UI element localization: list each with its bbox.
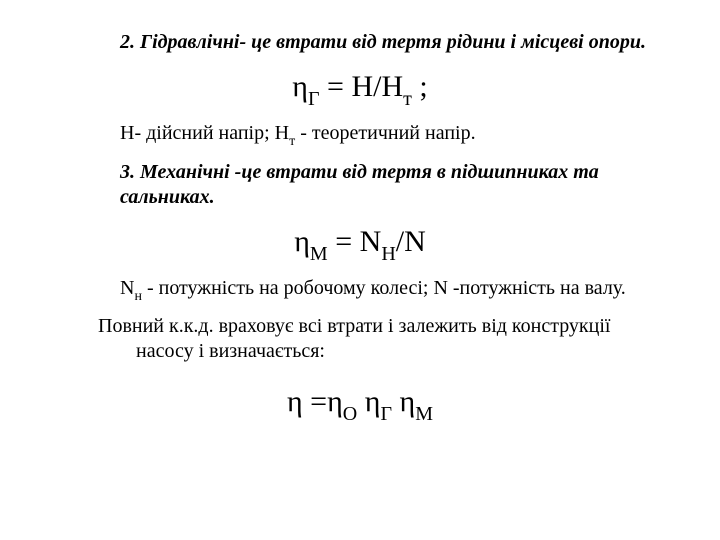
- formula-hydraulic: ηГ = H/Hт ;: [60, 69, 660, 109]
- def-sub-t: т: [289, 134, 295, 149]
- eta-sub-g2: Г: [380, 403, 392, 425]
- def-n: N: [120, 277, 134, 299]
- h-sub-t: т: [403, 88, 412, 110]
- full-efficiency-text: Повний к.к.д. враховує всі втрати і зале…: [98, 314, 660, 364]
- def-mid: - потужність на робочому колесі; N -поту…: [142, 277, 626, 299]
- formula-end: ;: [412, 70, 428, 103]
- eta-sub-m2: М: [415, 403, 433, 425]
- document-body: 2. Гідравлічні- це втрати від тертя ріди…: [60, 30, 660, 424]
- def-sub-n: н: [134, 289, 142, 304]
- eta-sub-m: М: [310, 243, 328, 265]
- sp1: [357, 385, 365, 418]
- eta2: η: [365, 385, 381, 418]
- eta-symbol-m: η: [294, 225, 310, 258]
- formula-mechanical: ηМ = NH/N: [60, 224, 660, 264]
- eta-sub-o: О: [343, 403, 357, 425]
- definition-mechanical: Nн - потужність на робочому колесі; N -п…: [120, 276, 660, 305]
- formula-eq-m: = N: [328, 225, 382, 258]
- eta3: η: [400, 385, 416, 418]
- sp2: [392, 385, 400, 418]
- section-2-title: 2. Гідравлічні- це втрати від тертя ріди…: [120, 30, 660, 55]
- formula-eq: = H/H: [320, 70, 404, 103]
- n-sub-h: H: [381, 243, 395, 265]
- def-text-2: - теоретичний напір.: [295, 122, 475, 144]
- eta-symbol: η: [292, 70, 308, 103]
- formula-full-efficiency: η =ηО ηГ ηМ: [60, 384, 660, 424]
- eta-sub-g: Г: [308, 88, 320, 110]
- section-3-title: 3. Механічні -це втрати від тертя в підш…: [120, 160, 660, 210]
- definition-hydraulic: H- дійсний напір; Hт - теоретичний напір…: [120, 121, 660, 150]
- def-text-1: H- дійсний напір; H: [120, 122, 289, 144]
- formula-end-m: /N: [396, 225, 426, 258]
- eta-eq: η =η: [287, 385, 343, 418]
